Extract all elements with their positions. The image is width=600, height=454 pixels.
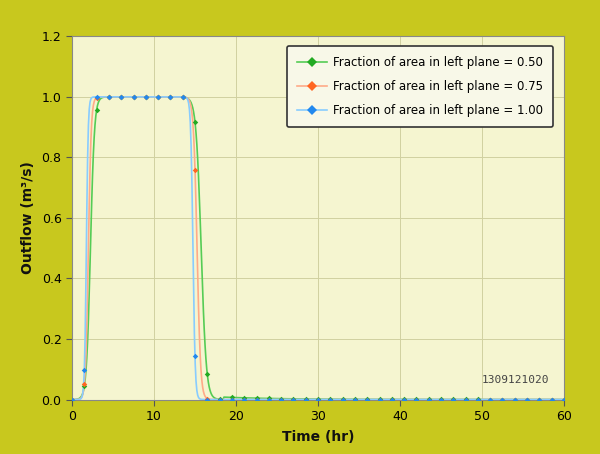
Y-axis label: Outflow (m³/s): Outflow (m³/s)	[20, 162, 35, 274]
Legend: Fraction of area in left plane = 0.50, Fraction of area in left plane = 0.75, Fr: Fraction of area in left plane = 0.50, F…	[287, 46, 553, 128]
X-axis label: Time (hr): Time (hr)	[282, 430, 354, 444]
Text: 1309121020: 1309121020	[482, 375, 549, 385]
